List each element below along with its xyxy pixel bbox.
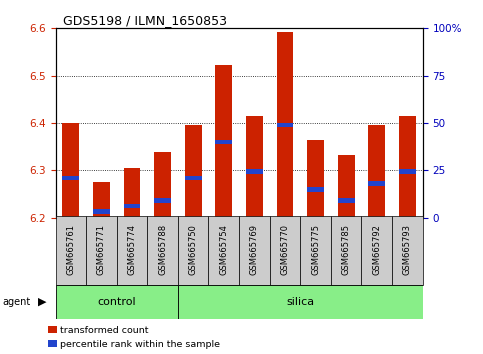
Text: GSM665785: GSM665785 [341, 224, 351, 275]
Bar [338, 198, 355, 202]
Bar [93, 209, 110, 214]
Bar [56, 216, 86, 285]
Text: silica: silica [286, 297, 314, 307]
Bar [369, 125, 385, 218]
Bar [215, 139, 232, 144]
Bar [300, 216, 331, 285]
Bar [93, 182, 110, 218]
Bar [62, 176, 79, 180]
Bar [239, 216, 270, 285]
Bar [209, 216, 239, 285]
Bar [307, 187, 324, 192]
Bar [62, 123, 79, 218]
Bar [361, 216, 392, 285]
Bar [124, 168, 141, 218]
Text: GSM665750: GSM665750 [189, 224, 198, 274]
Bar [154, 152, 171, 218]
Bar [246, 116, 263, 218]
Text: GSM665774: GSM665774 [128, 224, 137, 275]
Bar [124, 204, 141, 208]
Bar [178, 216, 209, 285]
Text: agent: agent [2, 297, 30, 307]
Bar [270, 216, 300, 285]
Bar [331, 216, 361, 285]
Bar [185, 125, 201, 218]
Text: GDS5198 / ILMN_1650853: GDS5198 / ILMN_1650853 [63, 14, 227, 27]
Text: GSM665771: GSM665771 [97, 224, 106, 275]
Text: GSM665775: GSM665775 [311, 224, 320, 275]
Text: ▶: ▶ [38, 297, 46, 307]
Bar [117, 216, 147, 285]
Bar [147, 216, 178, 285]
Bar [277, 122, 293, 127]
Bar [277, 32, 293, 218]
Bar [399, 170, 416, 174]
Bar [56, 285, 178, 319]
Bar [86, 216, 117, 285]
Bar [154, 198, 171, 202]
Text: GSM665770: GSM665770 [281, 224, 289, 275]
Text: GSM665769: GSM665769 [250, 224, 259, 275]
Text: control: control [98, 297, 136, 307]
Text: GSM665761: GSM665761 [66, 224, 75, 275]
Text: GSM665788: GSM665788 [158, 223, 167, 275]
Bar [246, 170, 263, 174]
Text: GSM665793: GSM665793 [403, 224, 412, 275]
Bar [392, 216, 423, 285]
Bar [215, 65, 232, 218]
Legend: transformed count, percentile rank within the sample: transformed count, percentile rank withi… [48, 326, 220, 349]
Text: GSM665754: GSM665754 [219, 224, 228, 274]
Bar [185, 176, 201, 180]
Bar [338, 155, 355, 218]
Bar [369, 181, 385, 185]
Bar [178, 285, 423, 319]
Text: GSM665792: GSM665792 [372, 224, 381, 274]
Bar [307, 139, 324, 218]
Bar [399, 116, 416, 218]
